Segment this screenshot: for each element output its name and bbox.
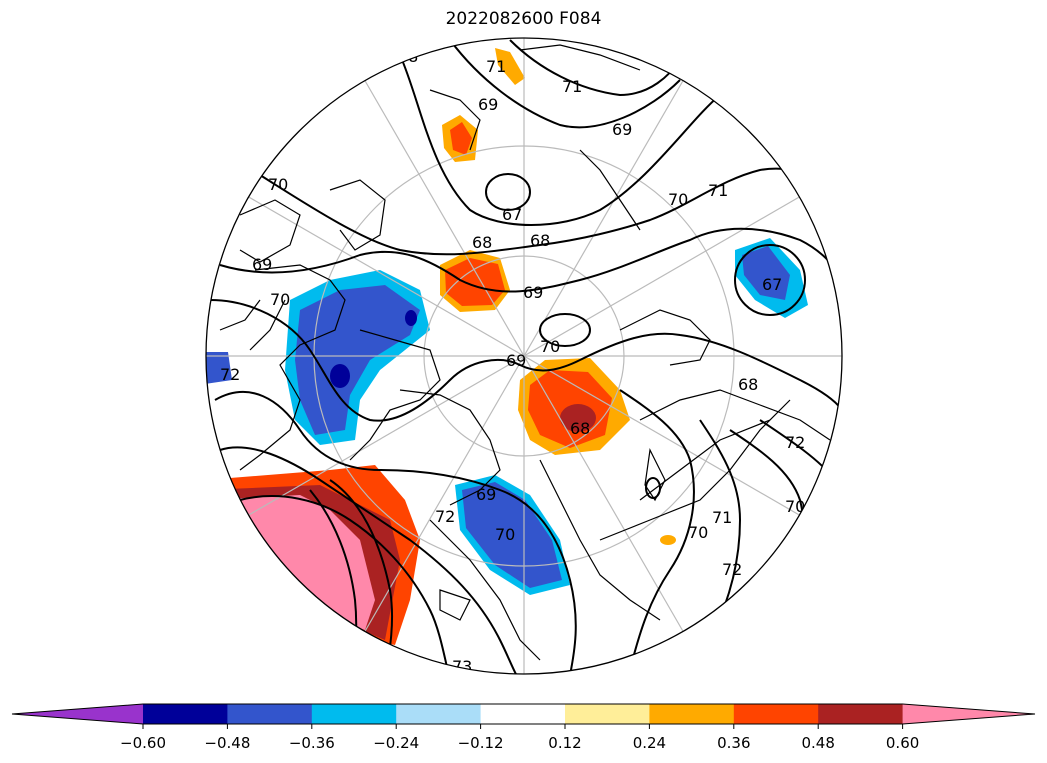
colorbar-tick-label: 0.24 bbox=[633, 734, 666, 752]
colorbar-tick-label: 0.60 bbox=[886, 734, 919, 752]
negative-anomaly-core bbox=[295, 285, 420, 435]
contour-label: 70 bbox=[785, 497, 805, 516]
positive-anomaly-core bbox=[450, 122, 472, 155]
contour-label: 68 bbox=[738, 375, 758, 394]
contour-label: 71 bbox=[562, 77, 582, 96]
colorbar-tick-label: −0.12 bbox=[458, 734, 504, 752]
colorbar-tick-label: −0.60 bbox=[120, 734, 166, 752]
positive-anomaly-core bbox=[445, 258, 505, 306]
contour-label: 68 bbox=[472, 233, 492, 252]
colorbar-swatch bbox=[227, 704, 313, 724]
contour-label: 67 bbox=[762, 275, 782, 294]
contour-label: 69 bbox=[523, 283, 543, 302]
contour-label: 69 bbox=[612, 120, 632, 139]
contour-label: 71 bbox=[708, 181, 728, 200]
colorbar-tick-label: −0.36 bbox=[289, 734, 335, 752]
colorbar-swatch bbox=[733, 704, 819, 724]
contour-label: 69 bbox=[252, 255, 272, 274]
anomaly-fill-areas bbox=[206, 48, 808, 645]
strong-negative-anomaly bbox=[330, 364, 350, 388]
contour-label: 67 bbox=[502, 205, 522, 224]
contour-label: 71 bbox=[712, 508, 732, 527]
colorbar-tick-label: 0.12 bbox=[548, 734, 581, 752]
colorbar-swatch bbox=[311, 704, 397, 724]
contour-label: 72 bbox=[785, 433, 805, 452]
colorbar-swatch bbox=[649, 704, 735, 724]
positive-anomaly-peak bbox=[560, 404, 596, 432]
contour-label: 70 bbox=[268, 175, 288, 194]
contour-label: 69 bbox=[478, 95, 498, 114]
contour-label: 72 bbox=[435, 507, 455, 526]
colorbar-tick-label: −0.48 bbox=[204, 734, 250, 752]
negative-anomaly-core bbox=[742, 246, 790, 300]
contour-label: 72 bbox=[220, 365, 240, 384]
contour-label: 70 bbox=[688, 523, 708, 542]
colorbar-swatch bbox=[480, 704, 566, 724]
map-boundary bbox=[205, 37, 843, 675]
coastlines bbox=[219, 44, 831, 661]
colorbar-swatch bbox=[396, 704, 482, 724]
contour-label: 69 bbox=[476, 485, 496, 504]
colorbar-swatch bbox=[565, 704, 650, 724]
strong-negative-anomaly bbox=[405, 310, 417, 326]
negative-anomaly-core bbox=[462, 482, 562, 588]
negative-anomaly-edge bbox=[206, 352, 232, 384]
contour-label: 72 bbox=[722, 560, 742, 579]
colorbar-extend-max bbox=[902, 704, 1035, 724]
positive-anomaly-region bbox=[660, 535, 676, 545]
colorbar-swatches bbox=[11, 703, 1036, 725]
colorbar-tick-label: −0.24 bbox=[373, 734, 419, 752]
colorbar-swatch bbox=[818, 704, 904, 724]
colorbar-swatch bbox=[143, 704, 228, 724]
contour-label: 70 bbox=[668, 190, 688, 209]
contour-label: 69 bbox=[506, 351, 526, 370]
positive-anomaly-region bbox=[495, 48, 525, 85]
map-title: 2022082600 F084 bbox=[445, 9, 602, 29]
colorbar-tick-label: 0.36 bbox=[717, 734, 750, 752]
contour-label: 70 bbox=[540, 337, 560, 356]
colorbar-extend-min bbox=[12, 704, 143, 724]
contour-label: 70 bbox=[270, 290, 290, 309]
contour-label: 71 bbox=[486, 57, 506, 76]
contour-label: 68 bbox=[570, 419, 590, 438]
contour-label: 68 bbox=[530, 231, 550, 250]
polar-map: 68 71 69 67 68 69 70 71 70 67 68 70 69 6… bbox=[205, 37, 843, 675]
contour-label: 70 bbox=[495, 525, 515, 544]
colorbar-ticks: −0.60 −0.48 −0.36 −0.24 −0.12 0.12 0.24 0.36 0.4… bbox=[120, 724, 919, 752]
colorbar-tick-label: 0.48 bbox=[801, 734, 834, 752]
